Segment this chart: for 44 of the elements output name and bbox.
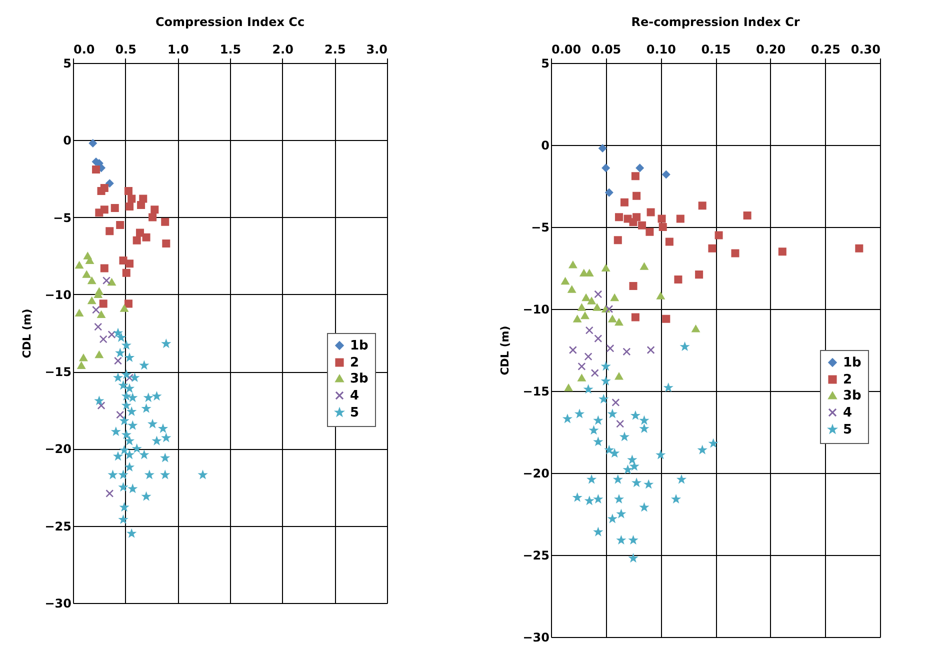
y-tick-label: −15: [522, 384, 550, 398]
y-axis-title: CDL (m): [20, 308, 34, 358]
chart-title: Re-compression Index Cr: [631, 15, 800, 29]
legend-label: 5: [843, 422, 852, 438]
x-tick-label: 0.0: [74, 42, 95, 56]
x-tick-label: 0.05: [592, 42, 622, 56]
legend-label: 2: [350, 356, 360, 370]
x-tick-label: 3.0: [366, 42, 388, 56]
chart-title: Compression Index Cc: [155, 15, 305, 29]
y-tick-label: −20: [522, 466, 550, 480]
legend-label: 3b: [843, 388, 862, 404]
y-tick-label: 5: [63, 56, 72, 70]
x-tick-label: 1.0: [168, 42, 189, 56]
y-tick-label: −20: [44, 442, 72, 456]
x-tick-label: 2.0: [272, 42, 294, 56]
legend-label: 2: [843, 372, 852, 388]
y-tick-label: −30: [522, 630, 550, 644]
x-tick-label: 2.5: [324, 42, 346, 56]
x-tick-label: 0.5: [115, 42, 136, 56]
y-tick-label: −10: [44, 288, 72, 302]
y-tick-label: −10: [522, 302, 550, 316]
legend-label: 4: [843, 406, 852, 420]
legend-label: 3b: [350, 372, 368, 386]
y-tick-label: −5: [531, 220, 550, 234]
y-tick-label: −15: [44, 365, 72, 380]
x-tick-label: 1.5: [220, 42, 242, 56]
y-tick-label: −30: [44, 596, 72, 610]
x-tick-label: 0.25: [810, 42, 840, 56]
legend-label: 5: [350, 406, 360, 420]
x-tick-label: 0.15: [701, 42, 731, 56]
y-axis-title: CDL (m): [498, 326, 512, 376]
y-tick-label: −5: [53, 210, 72, 225]
legend-label: 4: [350, 388, 360, 404]
x-tick-label: 0.20: [756, 42, 786, 56]
x-tick-label: 0.00: [552, 42, 582, 56]
y-tick-label: 0: [541, 138, 550, 152]
legend-label: 1b: [843, 356, 862, 370]
x-tick-label: 0.10: [646, 42, 676, 56]
legend-label: 1b: [350, 338, 368, 354]
y-tick-label: 0: [63, 134, 72, 148]
y-tick-label: 5: [541, 56, 550, 70]
y-tick-label: −25: [44, 519, 72, 534]
x-tick-label: 0.30: [850, 42, 880, 56]
y-tick-label: −25: [522, 548, 550, 562]
